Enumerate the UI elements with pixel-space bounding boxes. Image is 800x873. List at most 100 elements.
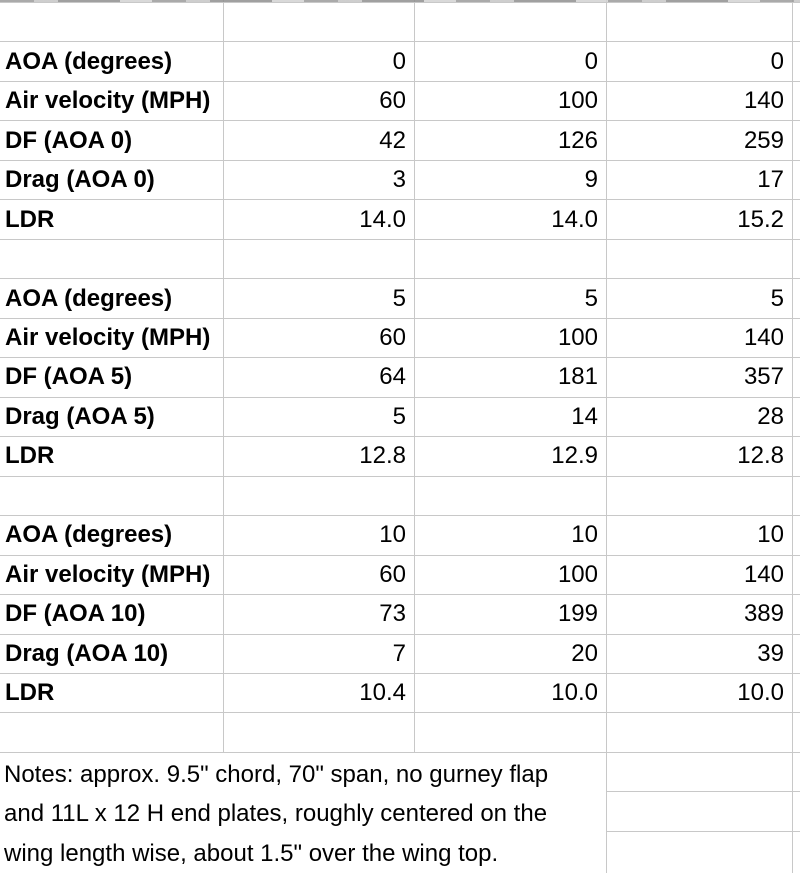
empty-cell[interactable] xyxy=(607,3,793,43)
value-cell[interactable]: 28 xyxy=(607,397,793,438)
value-cell[interactable]: 15.2 xyxy=(607,200,793,240)
value-cell[interactable]: 5 xyxy=(415,279,607,319)
row-label-cell[interactable]: Air velocity (MPH) xyxy=(0,318,224,359)
empty-cell[interactable] xyxy=(607,239,793,280)
empty-cell[interactable] xyxy=(793,239,800,280)
value-cell[interactable]: 259 xyxy=(607,121,793,161)
row-label-cell[interactable]: LDR xyxy=(0,673,224,714)
row-label-cell[interactable]: Drag (AOA 5) xyxy=(0,397,224,438)
value-cell[interactable]: 181 xyxy=(415,358,607,398)
row-label-cell[interactable]: Drag (AOA 10) xyxy=(0,634,224,674)
value-cell[interactable]: 357 xyxy=(607,358,793,398)
value-cell[interactable]: 14.0 xyxy=(224,200,415,240)
value-cell[interactable]: 126 xyxy=(415,121,607,161)
empty-cell[interactable] xyxy=(793,713,800,753)
value-cell[interactable]: 7 xyxy=(224,634,415,674)
value-cell[interactable]: 100 xyxy=(415,318,607,359)
row-label-cell[interactable]: DF (AOA 10) xyxy=(0,595,224,635)
value-cell[interactable]: 389 xyxy=(607,595,793,635)
row-label-cell[interactable]: Air velocity (MPH) xyxy=(0,81,224,122)
empty-cell[interactable] xyxy=(0,3,224,43)
empty-cell[interactable] xyxy=(607,713,793,753)
empty-cell[interactable] xyxy=(607,831,793,873)
empty-cell[interactable] xyxy=(224,3,415,43)
value-cell[interactable]: 0 xyxy=(415,42,607,82)
value-cell[interactable]: 10 xyxy=(224,516,415,556)
value-cell[interactable]: 17 xyxy=(607,160,793,201)
empty-cell[interactable] xyxy=(793,595,800,635)
value-cell[interactable]: 5 xyxy=(224,397,415,438)
row-label-cell[interactable]: LDR xyxy=(0,200,224,240)
empty-cell[interactable] xyxy=(793,673,800,714)
value-cell[interactable]: 10.0 xyxy=(607,673,793,714)
empty-cell[interactable] xyxy=(415,3,607,43)
empty-cell[interactable] xyxy=(793,358,800,398)
row-label-cell[interactable]: AOA (degrees) xyxy=(0,42,224,82)
value-cell[interactable]: 39 xyxy=(607,634,793,674)
empty-cell[interactable] xyxy=(793,437,800,477)
row-label-cell[interactable]: AOA (degrees) xyxy=(0,279,224,319)
value-cell[interactable]: 42 xyxy=(224,121,415,161)
empty-cell[interactable] xyxy=(793,3,800,43)
value-cell[interactable]: 60 xyxy=(224,81,415,122)
empty-cell[interactable] xyxy=(793,160,800,201)
value-cell[interactable]: 60 xyxy=(224,555,415,596)
value-cell[interactable]: 14.0 xyxy=(415,200,607,240)
value-cell[interactable]: 60 xyxy=(224,318,415,359)
value-cell[interactable]: 140 xyxy=(607,555,793,596)
empty-cell[interactable] xyxy=(793,555,800,596)
empty-cell[interactable] xyxy=(793,81,800,122)
empty-cell[interactable] xyxy=(0,476,224,517)
empty-cell[interactable] xyxy=(793,792,800,832)
value-cell[interactable]: 64 xyxy=(224,358,415,398)
value-cell[interactable]: 12.8 xyxy=(224,437,415,477)
empty-cell[interactable] xyxy=(793,752,800,793)
row-label-cell[interactable]: Air velocity (MPH) xyxy=(0,555,224,596)
value-cell[interactable]: 100 xyxy=(415,81,607,122)
value-cell[interactable]: 0 xyxy=(224,42,415,82)
empty-cell[interactable] xyxy=(793,318,800,359)
notes-cell[interactable]: Notes: approx. 9.5" chord, 70" span, no … xyxy=(0,752,607,873)
empty-cell[interactable] xyxy=(607,476,793,517)
empty-cell[interactable] xyxy=(793,121,800,161)
empty-cell[interactable] xyxy=(793,200,800,240)
empty-cell[interactable] xyxy=(607,792,793,832)
value-cell[interactable]: 12.8 xyxy=(607,437,793,477)
empty-cell[interactable] xyxy=(793,397,800,438)
empty-cell[interactable] xyxy=(415,239,607,280)
empty-cell[interactable] xyxy=(415,476,607,517)
empty-cell[interactable] xyxy=(224,713,415,753)
empty-cell[interactable] xyxy=(0,713,224,753)
value-cell[interactable]: 199 xyxy=(415,595,607,635)
value-cell[interactable]: 20 xyxy=(415,634,607,674)
value-cell[interactable]: 73 xyxy=(224,595,415,635)
empty-cell[interactable] xyxy=(415,713,607,753)
value-cell[interactable]: 5 xyxy=(224,279,415,319)
value-cell[interactable]: 12.9 xyxy=(415,437,607,477)
empty-cell[interactable] xyxy=(607,752,793,793)
empty-cell[interactable] xyxy=(793,831,800,873)
value-cell[interactable]: 140 xyxy=(607,318,793,359)
value-cell[interactable]: 100 xyxy=(415,555,607,596)
value-cell[interactable]: 5 xyxy=(607,279,793,319)
row-label-cell[interactable]: DF (AOA 0) xyxy=(0,121,224,161)
value-cell[interactable]: 10 xyxy=(415,516,607,556)
empty-cell[interactable] xyxy=(793,42,800,82)
empty-cell[interactable] xyxy=(793,279,800,319)
row-label-cell[interactable]: LDR xyxy=(0,437,224,477)
empty-cell[interactable] xyxy=(793,634,800,674)
value-cell[interactable]: 9 xyxy=(415,160,607,201)
value-cell[interactable]: 140 xyxy=(607,81,793,122)
value-cell[interactable]: 14 xyxy=(415,397,607,438)
value-cell[interactable]: 3 xyxy=(224,160,415,201)
empty-cell[interactable] xyxy=(224,239,415,280)
empty-cell[interactable] xyxy=(0,239,224,280)
row-label-cell[interactable]: Drag (AOA 0) xyxy=(0,160,224,201)
value-cell[interactable]: 10.0 xyxy=(415,673,607,714)
empty-cell[interactable] xyxy=(793,516,800,556)
empty-cell[interactable] xyxy=(224,476,415,517)
value-cell[interactable]: 10 xyxy=(607,516,793,556)
value-cell[interactable]: 0 xyxy=(607,42,793,82)
empty-cell[interactable] xyxy=(793,476,800,517)
row-label-cell[interactable]: DF (AOA 5) xyxy=(0,358,224,398)
